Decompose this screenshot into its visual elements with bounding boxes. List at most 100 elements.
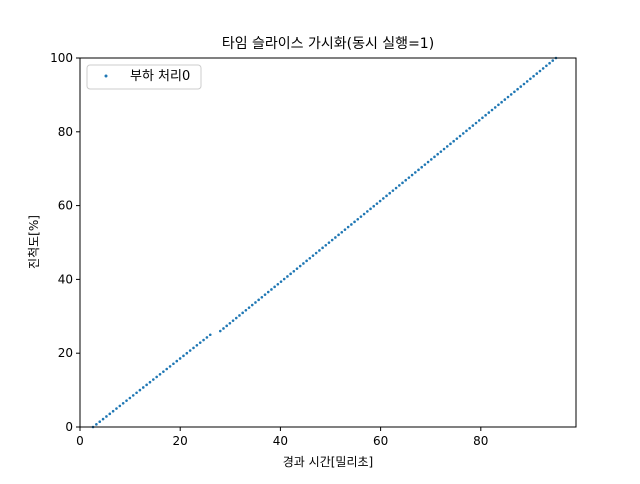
data-point	[497, 103, 500, 107]
data-point	[273, 285, 276, 289]
data-point	[121, 401, 125, 405]
data-point	[468, 126, 471, 130]
data-point	[334, 236, 337, 239]
data-point	[202, 338, 205, 342]
data-point	[372, 204, 376, 208]
data-point	[225, 324, 228, 328]
data-point	[241, 311, 244, 315]
data-point	[353, 220, 356, 224]
data-point	[158, 372, 162, 376]
data-point	[152, 378, 155, 381]
data-point	[516, 87, 519, 91]
data-point	[439, 150, 443, 153]
data-point	[481, 116, 484, 120]
data-point	[125, 399, 128, 402]
data-point	[414, 171, 417, 174]
data-point	[270, 288, 273, 291]
data-point	[172, 362, 175, 366]
data-point	[165, 367, 169, 371]
data-point	[509, 93, 513, 96]
data-point	[148, 380, 152, 384]
data-point	[378, 199, 382, 203]
data-point	[487, 111, 491, 114]
data-point	[155, 375, 158, 379]
data-point	[128, 396, 132, 400]
data-point	[506, 95, 510, 99]
data-point	[551, 59, 555, 62]
data-point	[385, 194, 388, 198]
data-point	[535, 72, 539, 75]
data-point	[423, 163, 427, 166]
data-point	[231, 319, 235, 322]
data-point	[289, 272, 292, 276]
y-tick-label: 60	[58, 199, 73, 213]
y-tick-label: 80	[58, 125, 73, 139]
data-point	[192, 346, 195, 350]
data-point	[407, 176, 411, 179]
data-point	[455, 137, 459, 140]
data-point	[500, 100, 503, 104]
data-point	[198, 341, 202, 344]
data-point	[208, 333, 212, 337]
data-point	[375, 202, 379, 205]
data-point	[420, 165, 423, 169]
data-point	[95, 423, 98, 426]
data-point	[276, 282, 280, 286]
data-point	[436, 152, 439, 156]
data-point	[145, 383, 148, 387]
data-point	[321, 246, 324, 250]
data-point	[465, 129, 468, 133]
data-point	[175, 359, 179, 363]
data-point	[404, 178, 408, 182]
y-tick-label: 100	[50, 51, 73, 65]
data-point	[449, 142, 452, 146]
data-point	[205, 336, 209, 339]
data-point	[105, 415, 108, 418]
data-point	[279, 280, 283, 283]
data-point	[188, 349, 192, 352]
data-point	[302, 262, 305, 265]
data-point	[195, 343, 199, 347]
data-point	[111, 409, 115, 413]
data-point	[445, 145, 449, 148]
data-point	[474, 121, 478, 125]
data-point	[101, 417, 105, 421]
data-point	[433, 155, 436, 159]
data-point	[362, 212, 366, 216]
data-point	[135, 391, 138, 395]
data-point	[429, 158, 433, 161]
data-point	[366, 210, 369, 213]
data-point	[490, 108, 494, 112]
data-point	[394, 186, 398, 190]
legend-marker	[104, 74, 108, 78]
data-point	[350, 223, 353, 226]
legend-label: 부하 처리0	[130, 69, 190, 84]
data-point	[295, 267, 299, 270]
data-point	[417, 168, 420, 172]
data-point	[260, 295, 264, 299]
data-point	[257, 298, 260, 302]
data-point	[182, 354, 185, 358]
data-point	[228, 321, 232, 325]
data-point	[222, 327, 225, 330]
data-point	[401, 181, 404, 185]
data-point	[218, 329, 222, 333]
data-point	[426, 160, 430, 164]
chart-title: 타임 슬라이스 가시화(동시 실행=1)	[222, 36, 434, 52]
data-point	[410, 173, 414, 177]
data-point	[503, 98, 507, 101]
data-point	[292, 269, 296, 273]
data-point	[162, 370, 165, 373]
data-point	[98, 420, 102, 424]
x-tick-label: 20	[173, 434, 188, 448]
data-point	[168, 365, 172, 368]
y-axis-ticks: 0 20 40 60 80 100	[50, 51, 80, 434]
data-point	[141, 386, 145, 389]
data-point	[513, 90, 516, 94]
data-point	[308, 256, 312, 260]
data-point	[369, 207, 372, 211]
data-point	[538, 69, 542, 73]
x-axis-ticks: 0 20 40 60 80	[76, 427, 488, 448]
data-point	[250, 303, 254, 307]
data-point	[185, 351, 189, 355]
